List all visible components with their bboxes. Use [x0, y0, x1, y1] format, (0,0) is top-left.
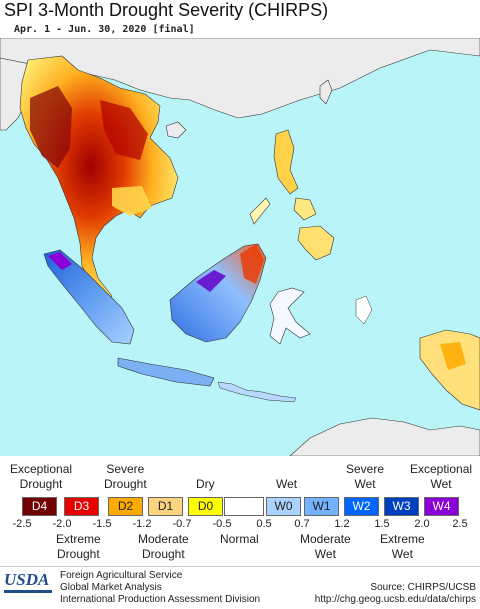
legend-box-w4: W4 [424, 497, 459, 516]
usda-logo: USDA [4, 570, 50, 589]
hainan [165, 121, 187, 139]
maluku-islands [355, 295, 373, 325]
legend-box-w2: W2 [344, 497, 379, 516]
legend-tick: -0.7 [172, 518, 192, 530]
java [117, 357, 215, 387]
legend-tick: -2.0 [52, 518, 72, 530]
source-url[interactable]: http://chg.geog.ucsb.edu/data/chirps [314, 594, 476, 605]
legend-box-w1: W1 [304, 497, 339, 516]
visayas [293, 197, 317, 221]
legend-label-extreme-drought: Extreme Drought [56, 532, 101, 561]
legend-box-d1: D1 [148, 497, 183, 516]
legend-label-normal: Normal [220, 532, 259, 546]
borneo [169, 243, 267, 343]
drought-map [0, 38, 480, 456]
legend-tick: 2.0 [414, 518, 430, 530]
source-line-1: Source: CHIRPS/UCSB [370, 582, 476, 593]
legend-tick: 1.5 [374, 518, 390, 530]
legend-box-d4: D4 [22, 497, 57, 516]
agency-line-3: International Production Assessment Divi… [60, 594, 261, 605]
legend-label-extreme-wet: Extreme Wet [380, 532, 425, 561]
australia-landmass [289, 417, 480, 456]
footer [0, 566, 480, 609]
sumatra [43, 249, 135, 345]
sabah-dry [240, 244, 264, 284]
legend-label-dry: Dry [196, 477, 215, 491]
legend-tick: -2.5 [12, 518, 32, 530]
legend-box-d2: D2 [108, 497, 143, 516]
agency-line-1: Foreign Agricultural Service [60, 570, 183, 581]
laos-dry-core [100, 100, 148, 160]
legend-box-d0: D0 [188, 497, 223, 516]
palawan [249, 197, 271, 225]
legend-label-severe-wet: Severe Wet [346, 462, 385, 491]
usda-logo-bar [4, 590, 52, 593]
sumatra-wet-north [48, 252, 72, 270]
legend-label-exceptional-wet: Exceptional Wet [410, 462, 473, 491]
legend-tick: 1.2 [334, 518, 350, 530]
legend-label-wet: Wet [276, 477, 298, 491]
sarawak-wet [196, 270, 226, 292]
map-subtitle: Apr. 1 - Jun. 30, 2020 [final] [14, 24, 195, 35]
legend-label-exceptional-drought: Exceptional Drought [10, 462, 73, 491]
cambodia-region [112, 186, 152, 216]
legend-tick: -0.5 [212, 518, 232, 530]
legend-tick: 0.7 [294, 518, 310, 530]
myanmar-dry-core [30, 86, 72, 168]
mindanao [297, 225, 335, 261]
legend-tick: 2.5 [452, 518, 468, 530]
legend-label-moderate-drought: Moderate Drought [138, 532, 189, 561]
legend-box-w0: W0 [266, 497, 301, 516]
legend-box-normal [224, 497, 264, 516]
luzon [273, 129, 299, 195]
legend-box-w3: W3 [384, 497, 419, 516]
agency-line-2: Global Market Analysis [60, 582, 162, 593]
new-guinea [419, 329, 480, 411]
taiwan [319, 79, 333, 105]
legend-box-d3: D3 [64, 497, 99, 516]
sulawesi [269, 287, 311, 345]
legend-tick: -1.2 [132, 518, 152, 530]
lesser-sunda-islands [217, 381, 297, 403]
legend-label-severe-drought: Severe Drought [104, 462, 147, 491]
new-guinea-dry-patch [440, 342, 466, 370]
legend-tick: 0.5 [256, 518, 272, 530]
legend-tick: -1.5 [92, 518, 112, 530]
map-title: SPI 3-Month Drought Severity (CHIRPS) [4, 0, 329, 20]
legend-label-moderate-wet: Moderate Wet [300, 532, 351, 561]
